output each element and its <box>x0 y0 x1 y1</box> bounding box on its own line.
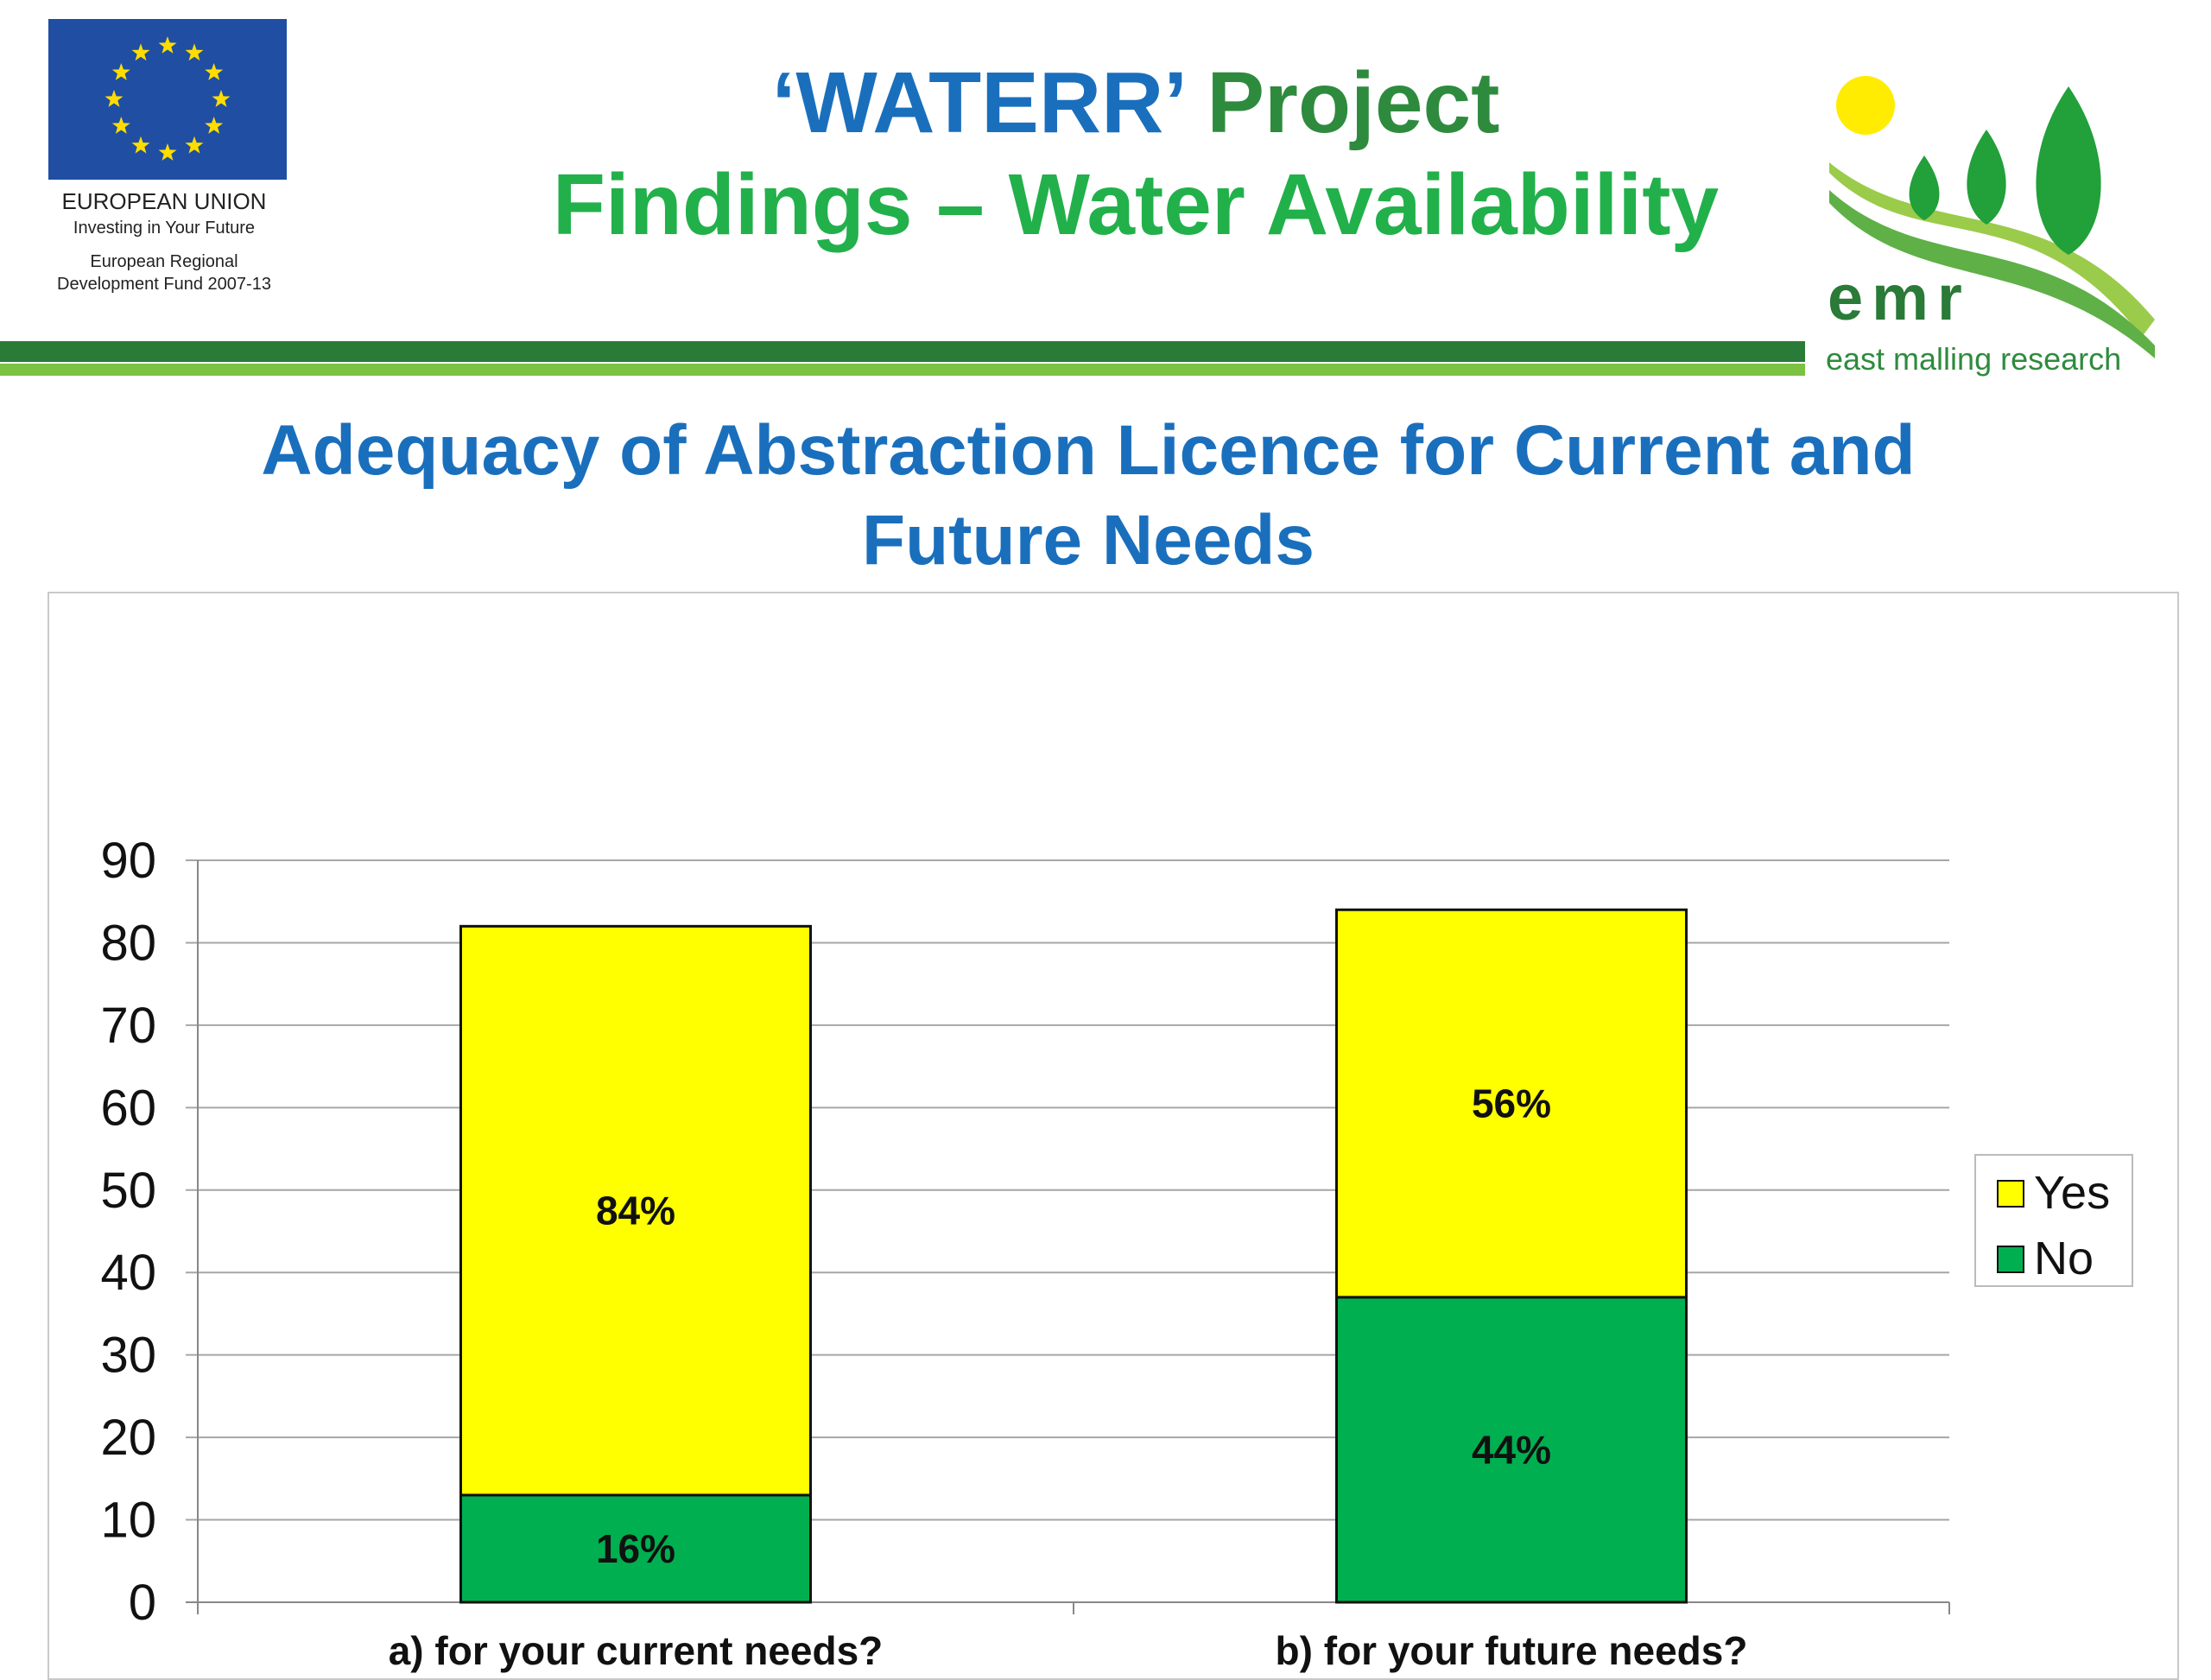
data-label: 84% <box>596 1189 675 1233</box>
header-title: ‘WATERR’ Project Findings – Water Availa… <box>415 52 1857 256</box>
bar-no <box>459 1493 812 1604</box>
slide-title: Adequacy of Abstraction Licence for Curr… <box>0 406 2176 586</box>
eu-star-icon <box>205 63 224 80</box>
eu-star-icon <box>105 90 124 107</box>
leaf-icon-small <box>1909 155 1940 220</box>
eu-flag-icon <box>48 19 287 180</box>
y-tick-label: 60 <box>100 1080 156 1136</box>
y-tick-label: 90 <box>100 833 156 889</box>
legend-label-no: No <box>2034 1233 2094 1284</box>
swoosh-icon <box>1829 162 2155 337</box>
leaf-icon-medium <box>1967 130 2006 225</box>
y-tick-label: 30 <box>100 1328 156 1384</box>
header-divider-dark <box>0 341 1805 362</box>
legend-swatch-yes <box>1997 1180 2024 1208</box>
eu-star-icon <box>212 90 231 107</box>
bar-yes <box>459 924 812 1497</box>
eu-logo-line3b: Development Fund 2007-13 <box>57 275 271 294</box>
y-tick-label: 20 <box>100 1410 156 1466</box>
project-name: ‘WATERR’ <box>771 54 1183 151</box>
eu-logo: EUROPEAN UNION Investing in Your Future … <box>35 19 294 295</box>
eu-star-icon <box>111 63 130 80</box>
y-tick-label: 40 <box>100 1245 156 1301</box>
emr-wordmark: emr <box>1828 262 1971 333</box>
leaf-icon-large <box>2036 86 2101 255</box>
legend-label-yes: Yes <box>2034 1167 2110 1219</box>
eu-star-icon <box>111 117 130 134</box>
eu-star-icon <box>131 43 150 61</box>
project-word: Project <box>1207 54 1500 151</box>
header-title-line1: ‘WATERR’ Project <box>415 52 1857 154</box>
header-subtitle: Findings – Water Availability <box>552 156 1720 253</box>
y-tick-label: 50 <box>100 1163 156 1219</box>
eu-logo-line1: EUROPEAN UNION <box>61 188 267 214</box>
eu-logo-line3a: European Regional <box>90 252 238 271</box>
sun-icon <box>1836 76 1895 135</box>
slide-title-line2: Future Needs <box>862 501 1315 580</box>
x-category-label: a) for your current needs? <box>389 1628 884 1673</box>
y-tick-label: 70 <box>100 998 156 1054</box>
eu-star-icon <box>185 136 204 154</box>
data-label: 56% <box>1472 1081 1551 1126</box>
emr-logo: emr east malling research <box>1814 60 2194 389</box>
stacked-bar-chart: 0 10 20 30 40 50 60 70 80 90 16% 84% a) for your cur… <box>100 833 2133 1673</box>
header-divider-light <box>0 364 1805 376</box>
eu-star-icon <box>158 36 177 54</box>
eu-star-icon <box>185 43 204 61</box>
data-label: 44% <box>1472 1427 1551 1472</box>
legend-swatch-no <box>1997 1246 2024 1273</box>
y-tick-label: 0 <box>129 1575 156 1631</box>
eu-logo-line2: Investing in Your Future <box>73 219 256 238</box>
data-label: 16% <box>596 1526 675 1571</box>
x-category-label: b) for your future needs? <box>1276 1628 1748 1673</box>
chart-frame: 0 10 20 30 40 50 60 70 80 90 16% 84% a) for your cur… <box>48 592 2179 1680</box>
y-tick-label: 10 <box>100 1493 156 1549</box>
eu-star-icon <box>205 117 224 134</box>
slide-title-line1: Adequacy of Abstraction Licence for Curr… <box>261 411 1916 490</box>
bar-yes <box>1335 908 1688 1299</box>
legend-box <box>1974 1154 2133 1287</box>
eu-star-icon <box>131 136 150 154</box>
y-tick-label: 80 <box>100 915 156 971</box>
eu-star-icon <box>158 143 177 161</box>
eu-logo-line3: European Regional Development Fund 2007-… <box>35 250 294 295</box>
bar-no <box>1335 1296 1688 1604</box>
emr-tagline: east malling research <box>1826 341 2121 377</box>
